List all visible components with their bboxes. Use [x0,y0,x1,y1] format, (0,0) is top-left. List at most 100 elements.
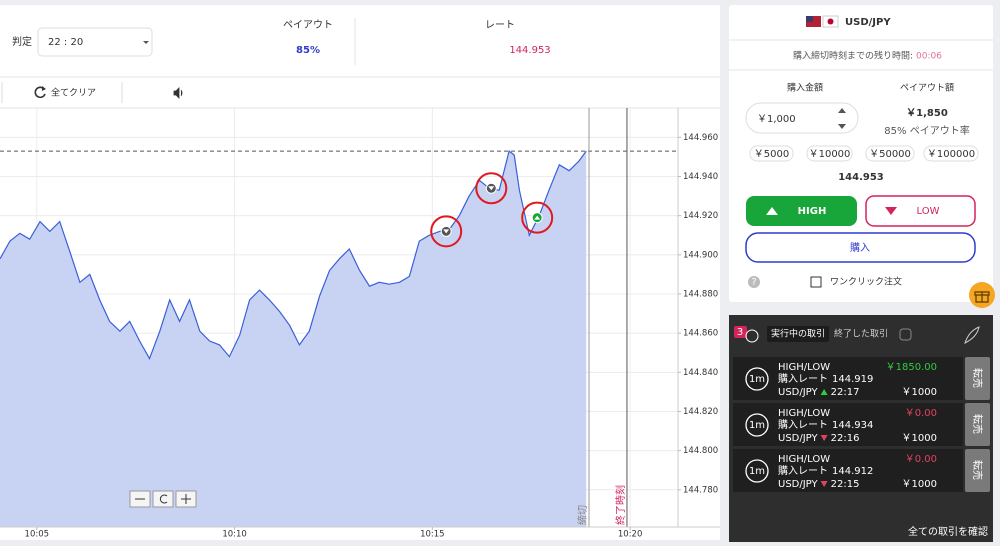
buy-label: 購入 [850,241,870,254]
trade-rate: 144.934 [832,420,873,431]
duration-ring [745,459,769,483]
help-icon[interactable] [748,276,760,288]
rate-label: レート [485,20,515,31]
trade-amount: ￥1000 [902,479,937,490]
x-tick-label: 10:20 [618,530,643,540]
quick-amount-label: ￥5000 [754,149,789,160]
deadline-label: 締切 [576,505,589,525]
y-tick-label: 144.860 [683,329,718,339]
clear-all: 全てクリア [51,87,96,99]
y-tick-label: 144.840 [683,368,718,378]
trade-rate: 144.912 [832,466,873,477]
zoom-controls [129,490,197,508]
refresh-icon [42,86,46,91]
y-tick-label: 144.820 [683,407,718,417]
trade-pair: USD/JPY [778,387,818,398]
y-tick-label: 144.940 [683,172,718,182]
amount-input[interactable] [745,102,859,134]
trade-payout: ￥1850.00 [886,362,937,373]
trade-time: 22:16 [831,433,860,444]
x-tick-label: 10:15 [420,530,445,540]
trade-amount: ￥1000 [902,387,937,398]
tab-active[interactable] [767,326,829,342]
payout-amount: ￥1,850 [906,108,948,119]
zoom-in-icon [181,494,191,504]
amount: ￥1,000 [757,114,796,125]
trade-duration: 1m [749,374,765,385]
resell-button[interactable] [965,449,990,492]
trade-pair: USD/JPY [778,479,818,490]
one-click-checkbox[interactable] [810,276,822,288]
quick-amount-label: ￥100000 [927,149,975,160]
current-rate: 144.953 [838,172,884,183]
flag-us [806,16,821,27]
amount-label: 購入金額 [787,82,823,94]
high-button[interactable] [746,196,857,226]
trade-rate-label: 購入レート [778,372,828,385]
resell-button[interactable] [965,357,990,400]
buy-button[interactable] [745,232,976,263]
trades-panel: 3 実行中の取引 終了した取引 全ての取引を確認 1mHIGH/LOW購入レート… [729,315,993,542]
help-label: ? [751,277,756,288]
order-panel [729,5,993,302]
one-click-label: ワンクリック注文 [830,276,902,288]
pair: USD/JPY [845,17,891,28]
entry-marker [521,201,554,234]
resell-label: 転売 [971,460,984,480]
tab-active-label: 実行中の取引 [771,328,825,340]
x-tick-label: 10:05 [25,530,50,540]
trade-type: HIGH/LOW [778,454,830,465]
judgement-time: 22 : 20 [48,37,83,48]
quick-amount-button[interactable] [806,145,853,162]
y-tick-label: 144.880 [683,290,718,300]
trade-rate-label: 購入レート [778,418,828,431]
view-all[interactable]: 全ての取引を確認 [908,525,988,538]
y-tick-label: 144.960 [683,133,718,143]
sound-button[interactable] [173,87,183,99]
price-line [0,150,587,361]
amount-stepper[interactable] [838,108,846,129]
duration-ring [745,413,769,437]
quick-amounts: ￥5000 ￥10000 ￥50000 ￥100000 [749,145,979,162]
countdown: 00:06 [916,52,942,62]
high-icon [766,207,778,215]
entry-arrow [534,215,541,220]
trade-time: 22:15 [831,479,860,490]
trade-duration: 1m [749,420,765,431]
entry-arrow [443,229,450,234]
badge-count: 3 [737,327,743,338]
tab-closed-label[interactable]: 終了した取引 [834,328,888,340]
trade-row [733,357,963,400]
axes: 144.780 144.800 144.820 144.840 144.860 144.8… [25,133,719,540]
payout-value: 85% [296,45,320,56]
refresh-icon [34,86,46,99]
end-time-label: 終了時刻 [614,485,627,525]
trade-duration: 1m [749,466,765,477]
feather-icon[interactable] [964,326,980,344]
badge [734,326,747,338]
quick-amount-button[interactable] [865,145,915,162]
plot-area [0,108,678,527]
x-tick-label: 10:10 [222,530,247,540]
trade-rate-label: 購入レート [778,464,828,477]
trade-type: HIGH/LOW [778,362,830,373]
clear-all-button[interactable]: 全てクリア [34,86,96,99]
countdown-label: 購入締切時刻までの残り時間: [793,50,913,62]
trade-type: HIGH/LOW [778,408,830,419]
quick-amount-button[interactable] [923,145,979,162]
trade-direction [820,435,828,441]
zoom-reset[interactable] [152,490,174,508]
resell-button[interactable] [965,403,990,446]
duration-ring [745,367,769,391]
time-select[interactable] [37,27,153,57]
quick-amount-button[interactable] [749,145,794,162]
low-label: LOW [917,206,940,217]
low-button[interactable] [865,195,976,227]
payout-amount-label: ペイアウト額 [900,82,954,94]
entry-ring [430,215,463,248]
low-icon [885,207,897,215]
trade-direction [820,481,828,487]
trade-amount: ￥1000 [902,433,937,444]
external-icon[interactable] [899,328,912,341]
